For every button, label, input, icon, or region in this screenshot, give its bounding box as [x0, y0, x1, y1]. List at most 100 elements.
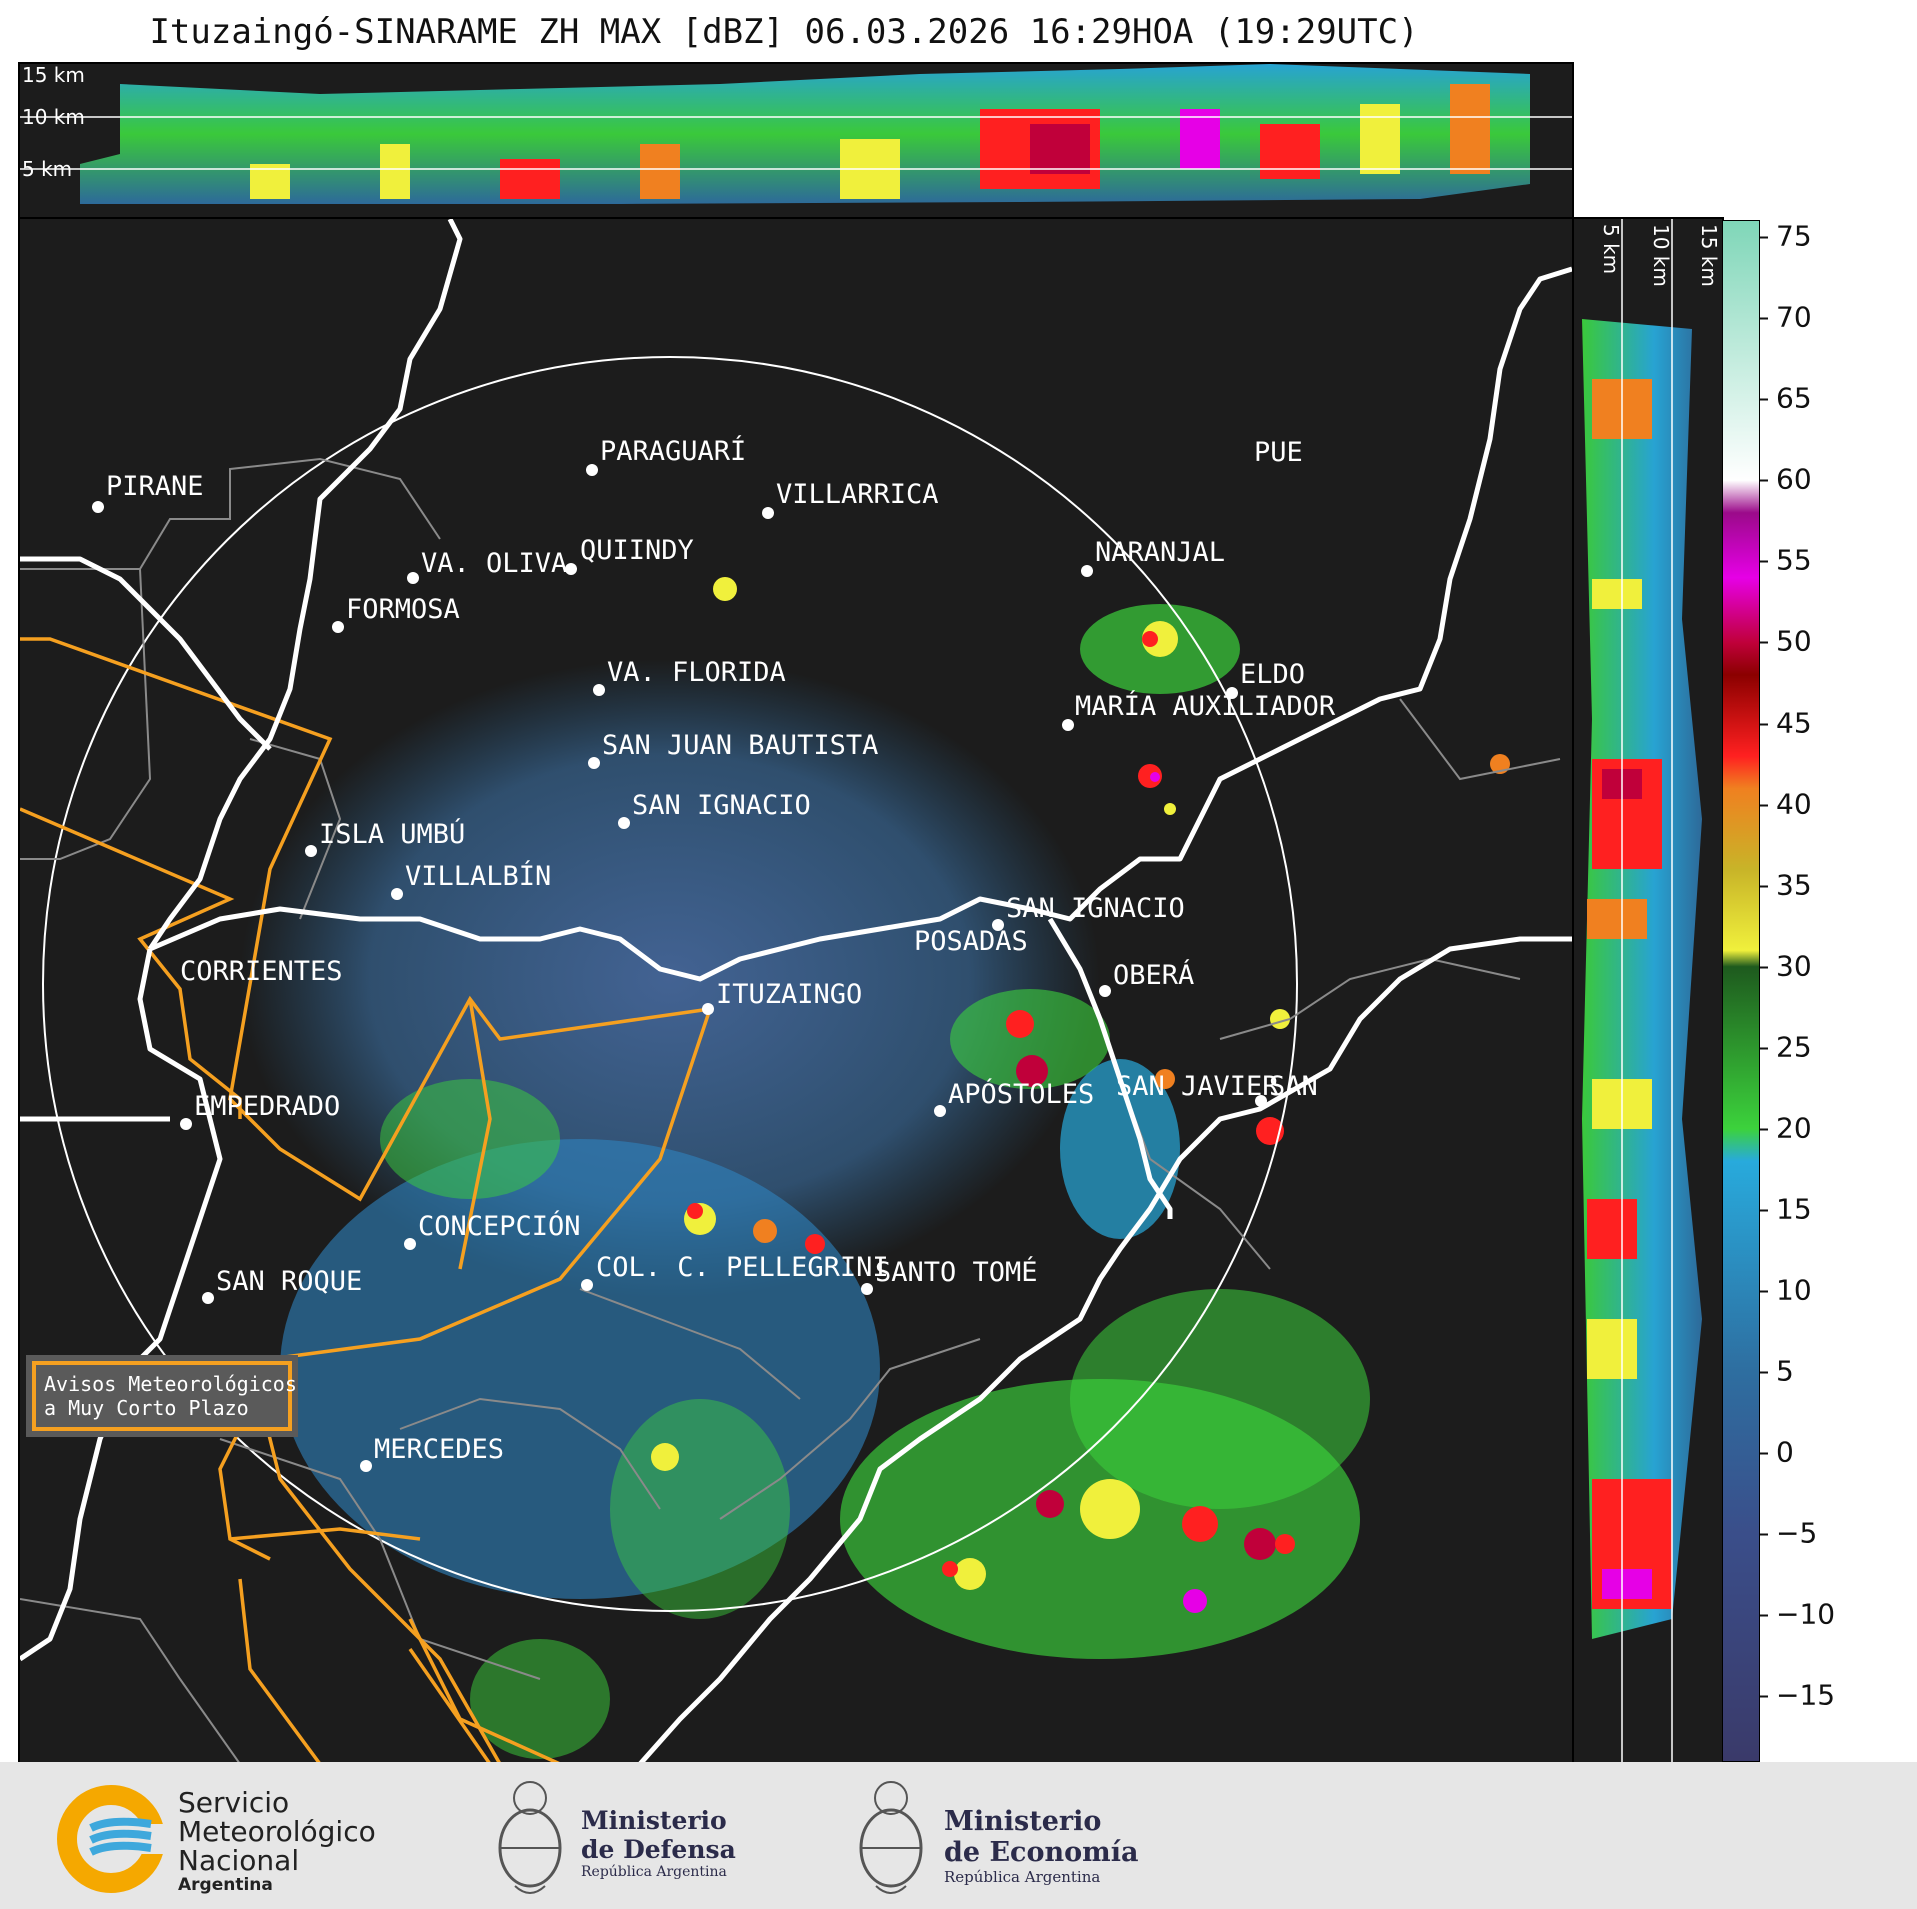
- place-marker: [702, 1003, 714, 1015]
- colorbar-tick: 55: [1760, 544, 1812, 577]
- smn-line-3: Nacional: [178, 1844, 300, 1877]
- place-san-juan-bautista[interactable]: SAN JUAN BAUTISTA: [588, 730, 878, 769]
- colorbar-tick: −5: [1760, 1517, 1817, 1550]
- place-marker: [404, 1238, 416, 1250]
- right-label-5km: 5 km: [1599, 224, 1623, 274]
- place-san-ignacio-ar[interactable]: SAN IGNACIO: [992, 893, 1185, 931]
- colorbar-tick: 65: [1760, 382, 1812, 415]
- place-marker: [332, 621, 344, 633]
- place-label: PIRANE: [106, 471, 204, 502]
- radar-map[interactable]: PIRANE PARAGUARÍ VILLARRICA QUIINDY VA. …: [18, 217, 1574, 1766]
- radar-echoes: [240, 577, 1510, 1759]
- place-label: VA. OLIVA: [421, 548, 567, 579]
- defensa-logo: Ministerio de Defensa República Argentin…: [495, 1776, 775, 1900]
- place-label: MERCEDES: [374, 1434, 504, 1465]
- notice-line-1: Avisos Meteorológicos: [44, 1372, 297, 1396]
- place-label: VA. FLORIDA: [607, 657, 786, 688]
- place-obera[interactable]: OBERÁ: [1099, 959, 1194, 997]
- economia-line-2: de Economía: [944, 1837, 1139, 1868]
- place-marker: [992, 919, 1004, 931]
- smn-logo: Servicio Meteorológico Nacional Argentin…: [56, 1784, 396, 1895]
- place-marker: [861, 1283, 873, 1295]
- place-label: PARAGUARÍ: [600, 435, 746, 467]
- place-label: EMPEDRADO: [194, 1091, 340, 1122]
- smn-line-4: Argentina: [178, 1875, 273, 1895]
- economia-logo: Ministerio de Economía República Argenti…: [856, 1776, 1156, 1900]
- place-san-javier[interactable]: SAN JAVIER: [1116, 1071, 1279, 1102]
- colorbar-tick: 75: [1760, 220, 1812, 253]
- place-marker: [180, 1118, 192, 1130]
- colorbar-tick: 40: [1760, 787, 1812, 820]
- place-corrientes[interactable]: CORRIENTES: [180, 956, 343, 987]
- top-profile-chart: 15 km 10 km 5 km: [20, 64, 1572, 204]
- place-posadas[interactable]: POSADAS: [914, 926, 1028, 957]
- place-va-oliva[interactable]: VA. OLIVA: [407, 548, 567, 584]
- place-formosa[interactable]: FORMOSA: [332, 594, 460, 633]
- colorbar-tick: 0: [1760, 1436, 1794, 1469]
- place-concepcion[interactable]: CONCEPCIÓN: [404, 1210, 581, 1250]
- dbz-colorbar: [1722, 220, 1760, 1762]
- place-marker: [391, 888, 403, 900]
- place-villalbin[interactable]: VILLALBÍN: [391, 860, 551, 900]
- notice-line-2: a Muy Corto Plazo: [44, 1396, 249, 1420]
- page-title: Ituzaingó-SINARAME ZH MAX [dBZ] 06.03.20…: [149, 12, 1419, 52]
- place-paraguari[interactable]: PARAGUARÍ: [586, 435, 746, 476]
- place-quiindy[interactable]: QUIINDY: [565, 535, 694, 575]
- place-marker: [588, 757, 600, 769]
- place-san-roque[interactable]: SAN ROQUE: [202, 1266, 362, 1304]
- radar-range-ring: [42, 356, 1298, 1612]
- place-naranjal[interactable]: NARANJAL: [1081, 537, 1225, 577]
- place-label: SAN IGNACIO: [1006, 893, 1185, 924]
- place-label: CORRIENTES: [180, 956, 343, 987]
- place-mercedes[interactable]: MERCEDES: [360, 1434, 504, 1472]
- place-pue[interactable]: PUE: [1254, 437, 1303, 468]
- place-va-florida[interactable]: VA. FLORIDA: [593, 657, 786, 696]
- place-empedrado[interactable]: EMPEDRADO: [180, 1091, 340, 1130]
- colorbar-tick: −10: [1760, 1598, 1835, 1631]
- place-marker: [565, 563, 577, 575]
- colorbar-tick: 20: [1760, 1111, 1812, 1144]
- place-label: ELDO: [1240, 659, 1305, 690]
- admin-boundaries: [20, 457, 1561, 1764]
- place-label: SANTO TOMÉ: [875, 1256, 1038, 1288]
- colorbar-tick: 45: [1760, 706, 1812, 739]
- right-profile-chart: 5 km 10 km 15 km: [1582, 219, 1721, 1764]
- place-eldo[interactable]: ELDO: [1226, 659, 1305, 699]
- place-apostoles[interactable]: APÓSTOLES: [934, 1078, 1094, 1117]
- place-marker: [202, 1292, 214, 1304]
- international-borders: [20, 219, 1572, 1764]
- place-label: FORMOSA: [346, 594, 460, 625]
- place-pirane[interactable]: PIRANE: [92, 471, 204, 513]
- place-villarrica[interactable]: VILLARRICA: [762, 479, 939, 519]
- place-marker: [1099, 985, 1111, 997]
- place-marker: [934, 1105, 946, 1117]
- place-label: SAN: [1269, 1071, 1318, 1102]
- place-label: QUIINDY: [580, 535, 694, 566]
- right-height-profile: 5 km 10 km 15 km: [1570, 217, 1724, 1766]
- defensa-line-2: de Defensa: [581, 1835, 736, 1864]
- place-isla-umbu[interactable]: ISLA UMBÚ: [305, 818, 465, 857]
- colorbar-tick: 10: [1760, 1273, 1812, 1306]
- place-label: CONCEPCIÓN: [418, 1210, 581, 1242]
- place-san-ignacio-py[interactable]: SAN IGNACIO: [618, 790, 811, 829]
- place-label: OBERÁ: [1113, 959, 1194, 991]
- place-santo-tome[interactable]: SANTO TOMÉ: [861, 1256, 1038, 1295]
- place-label: NARANJAL: [1095, 537, 1225, 568]
- colorbar-tick: 5: [1760, 1354, 1794, 1387]
- place-marker: [360, 1460, 372, 1472]
- place-marker: [586, 464, 598, 476]
- place-marker: [305, 845, 317, 857]
- notice-box: Avisos Meteorológicos a Muy Corto Plazo: [26, 1355, 298, 1437]
- place-label: ITUZAINGO: [716, 979, 862, 1010]
- place-ituzaingo[interactable]: ITUZAINGO: [702, 979, 862, 1015]
- place-col-c-pellegrini[interactable]: COL. C. PELLEGRINI: [581, 1252, 889, 1291]
- place-maria-auxiliador[interactable]: MARÍA AUXILIADOR: [1062, 690, 1336, 731]
- place-marker: [1081, 565, 1093, 577]
- colorbar-tick: 25: [1760, 1030, 1812, 1063]
- economia-line-3: República Argentina: [944, 1868, 1101, 1886]
- place-label: SAN JUAN BAUTISTA: [602, 730, 878, 761]
- place-label: APÓSTOLES: [948, 1078, 1094, 1110]
- right-echo-body: [1582, 319, 1702, 1639]
- place-san[interactable]: SAN: [1255, 1071, 1318, 1107]
- right-label-15km: 15 km: [1697, 224, 1721, 287]
